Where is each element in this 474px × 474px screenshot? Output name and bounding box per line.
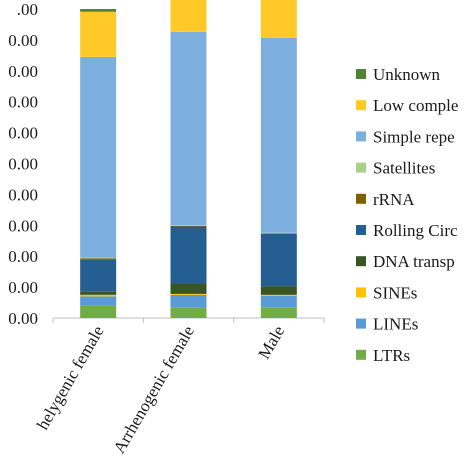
category-labels: helygenic female Arrhenogenic female Male [33,323,288,457]
legend-label: Satellites [373,159,435,178]
legend-swatch [356,100,366,111]
legend-label: DNA transp [373,252,455,271]
bar-segment-dna-transposons [80,291,117,295]
bar-segment-ltrs [80,305,117,318]
legend-swatch [356,225,366,235]
bar-segment-low-complexity [170,0,207,32]
bar-segment-rolling-circle [80,259,117,292]
bar-segment-simple-repeats [80,56,117,258]
bar-segment-satellites [260,232,297,234]
y-tick-label: 0.00 [8,155,38,174]
y-tick-label: .00 [17,0,38,19]
y-tick-label: 0.00 [8,278,38,297]
y-tick-label: 0.00 [8,247,38,266]
category-label: helygenic female [33,323,108,433]
bar-segment-rrna [260,233,297,234]
legend-label: rRNA [373,190,415,209]
y-tick-label: 0.00 [8,62,38,81]
legend-swatch [356,287,366,298]
bar-segment-low-complexity [80,11,117,57]
legend-label: SINEs [373,283,417,302]
bar-segment-ltrs [170,307,207,318]
legend-label: Low comple [373,96,458,115]
bar-segment-simple-repeats [170,31,207,226]
bar-segment-satellites [170,225,207,226]
bar-segment-rrna [170,225,207,227]
y-tick-label: 0.00 [8,216,38,235]
legend-swatch [356,193,366,204]
legend-swatch [356,131,366,142]
bar-segment-dna-transposons [170,283,207,294]
y-axis: .00 0.00 0.00 0.00 0.00 0.00 0.00 0.00 0.00 0.00 0… [8,0,38,328]
bar-segment-rolling-circle [170,226,207,284]
y-tick-label: 0.00 [8,185,38,204]
x-axis [52,317,325,323]
legend-swatch [356,69,366,79]
bar-segment-lines [80,296,117,306]
legend-swatch [356,318,366,329]
legend-swatch [356,162,366,173]
y-tick-label: 0.00 [8,309,38,328]
legend-label: LTRs [373,346,410,365]
category-label: Arrhenogenic female [110,323,198,457]
bar-segment-dna-transposons [260,286,297,295]
bar-segment-sines [80,294,117,297]
bar-segment-simple-repeats [260,37,297,233]
y-tick-label: 0.00 [8,31,38,50]
bar-segment-sines [260,294,297,296]
bar-segment-lines [170,294,207,308]
legend-label: LINEs [373,315,418,334]
bar-segment-lines [260,295,297,308]
y-tick-label: 0.00 [8,124,38,143]
category-label: Male [254,323,288,363]
bar-segment-rolling-circle [260,233,297,287]
legend-swatch [356,349,366,360]
legend: Unknown Low comple Simple repe Satellites rR… [356,65,458,365]
bar-segment-ltrs [260,307,297,318]
bar-segment-low-complexity [260,0,297,38]
legend-label: Unknown [373,65,441,84]
legend-label: Rolling Circ [373,221,458,240]
bar-segment-sines [170,293,207,295]
legend-label: Simple repe [373,127,455,146]
bar-segment-unknown [80,9,117,12]
bar-segment-satellites [80,257,117,259]
bar-segment-rrna [80,258,117,260]
legend-swatch [356,256,366,267]
y-tick-label: 0.00 [8,93,38,112]
bars [80,0,297,318]
